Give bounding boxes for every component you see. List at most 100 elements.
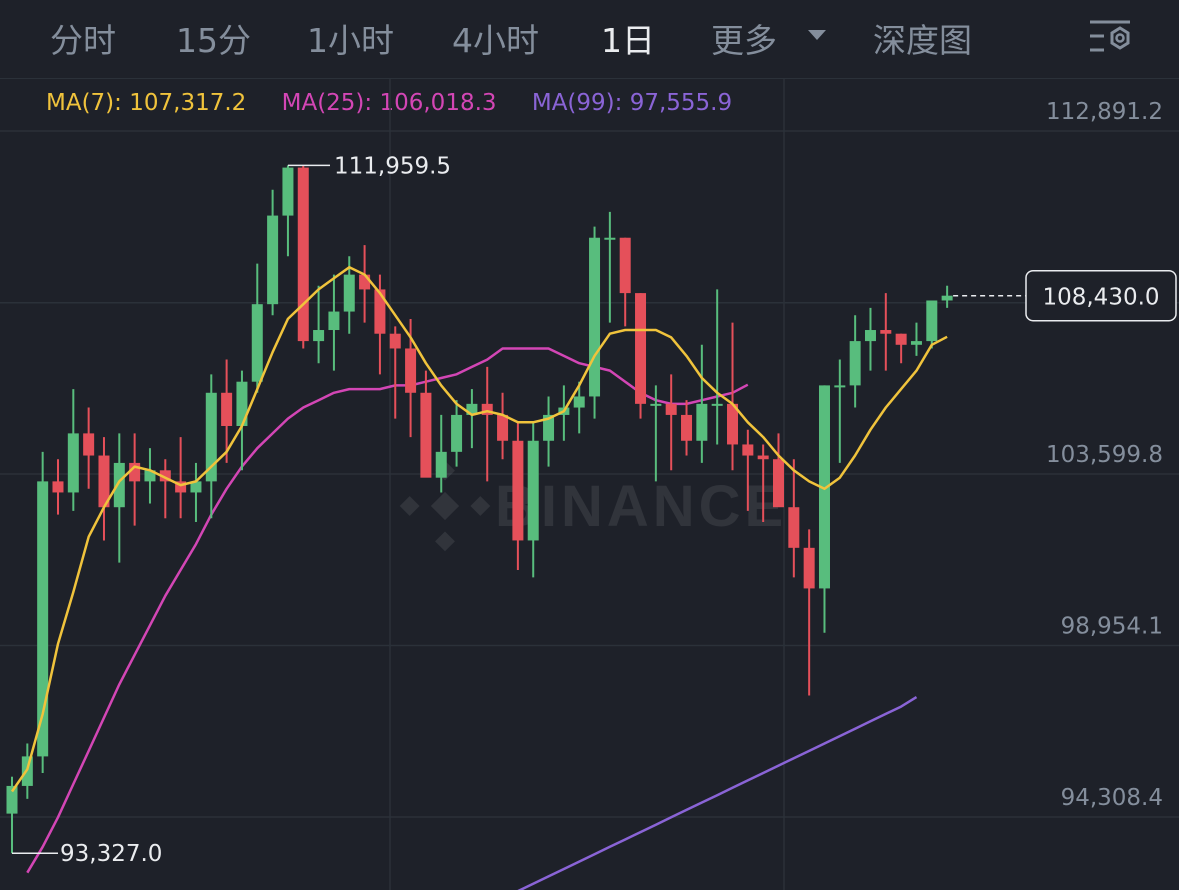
annotations: 111,959.5 93,327.0 108,430.0 — [12, 153, 1177, 867]
candle-body — [527, 440, 539, 541]
candle-body — [251, 304, 263, 382]
ma25-legend: MA(25): 106,018.3 — [282, 90, 497, 116]
tab-15m[interactable]: 15分 — [176, 21, 251, 60]
y-axis-tick-label: 98,954.1 — [1061, 614, 1163, 640]
ma99-label: MA(99): — [531, 90, 623, 116]
candle-body — [711, 403, 723, 406]
ma25-series — [26, 347, 749, 874]
candle-body — [190, 481, 202, 493]
tab-1h[interactable]: 1小时 — [307, 21, 394, 60]
candle-body — [37, 481, 49, 757]
last-price-label: 108,430.0 — [1042, 285, 1159, 311]
binance-watermark: BINANCE — [399, 460, 787, 552]
candle-body — [297, 167, 309, 342]
tab-more[interactable]: 更多 — [711, 21, 777, 60]
candle-body — [374, 289, 386, 334]
candle-body — [466, 403, 478, 415]
ma99-series — [517, 696, 918, 890]
candle-body — [742, 444, 754, 456]
watermark-text: BINANCE — [495, 474, 787, 539]
y-axis-tick-label: 103,599.8 — [1046, 442, 1163, 468]
candle-body — [52, 481, 64, 493]
candle-body — [144, 470, 156, 482]
ma99-legend: MA(99): 97,555.9 — [532, 90, 732, 116]
tab-1d[interactable]: 1日 — [601, 21, 655, 60]
candles — [6, 165, 953, 854]
ma7-value: 107,317.2 — [129, 90, 247, 116]
ma99-line — [517, 696, 918, 890]
candle-body — [205, 392, 217, 482]
candle-body — [389, 333, 401, 349]
candle-body — [420, 392, 432, 478]
candle-body — [818, 385, 830, 589]
candle-body — [159, 470, 171, 482]
candle-body — [221, 392, 233, 427]
candle-body — [788, 507, 800, 548]
candle-body — [451, 414, 463, 452]
last-price-badge — [1025, 269, 1177, 322]
ma7-legend: MA(7): 107,317.2 — [46, 90, 246, 116]
candle-body — [589, 237, 601, 397]
candle-body — [67, 433, 79, 493]
candle-body — [773, 459, 784, 508]
candle-body — [604, 237, 616, 240]
ma7-series — [10, 266, 948, 793]
candle-body — [696, 403, 708, 441]
candle-body — [880, 330, 892, 334]
candle-body — [129, 462, 141, 482]
ma-legend: MA(7): 107,317.2 MA(25): 106,018.3 MA(99… — [46, 90, 760, 116]
ma25-value: 106,018.3 — [379, 90, 497, 116]
high-price-label: 111,959.5 — [334, 153, 451, 179]
candle-body — [282, 167, 294, 216]
candle-body — [727, 403, 739, 445]
candle-body — [895, 333, 907, 345]
low-price-label: 93,327.0 — [60, 841, 162, 867]
chart-settings-icon[interactable] — [1086, 14, 1134, 58]
candle-body — [267, 215, 279, 305]
candle-body — [405, 348, 417, 393]
candle-body — [343, 274, 355, 312]
candle-body — [175, 481, 187, 493]
tab-divider — [0, 78, 1179, 79]
ma99-value: 97,555.9 — [629, 90, 733, 116]
candle-body — [926, 300, 938, 342]
candle-body — [681, 414, 693, 441]
tab-4h[interactable]: 4小时 — [452, 21, 539, 60]
ma7-line — [10, 266, 948, 793]
candle-body — [757, 455, 769, 460]
candle-body — [359, 274, 371, 290]
candle-body — [864, 330, 876, 342]
y-axis-tick-label: 112,891.2 — [1046, 99, 1163, 125]
candle-body — [941, 295, 953, 301]
candle-body — [635, 293, 647, 404]
candle-body — [573, 396, 585, 408]
ma25-line — [26, 347, 749, 874]
candle-body — [665, 403, 677, 415]
candle-body — [650, 403, 662, 406]
ma25-label: MA(25): — [281, 90, 373, 116]
tab-depth-chart[interactable]: 深度图 — [873, 21, 972, 60]
candle-body — [6, 785, 18, 814]
candle-body — [803, 547, 815, 589]
candle-body — [619, 237, 631, 294]
candle-body — [435, 451, 447, 478]
candle-body — [113, 462, 125, 508]
candle-body — [543, 414, 555, 441]
y-axis: 112,891.2 103,599.8 98,954.1 94,308.4 — [1046, 99, 1163, 811]
candle-body — [849, 341, 861, 386]
candle-body — [328, 311, 340, 331]
tab-time-sharing[interactable]: 分时 — [50, 21, 116, 60]
candle-body — [910, 341, 922, 345]
candle-body — [83, 433, 95, 456]
candle-body — [313, 330, 325, 342]
ma7-label: MA(7): — [46, 90, 122, 116]
candle-body — [236, 381, 248, 427]
chevron-down-icon[interactable] — [808, 30, 826, 40]
candle-body — [98, 455, 110, 508]
candle-body — [834, 385, 846, 388]
interval-tab-bar: 分时 15分 1小时 4小时 1日 更多 深度图 — [0, 0, 1179, 78]
candle-body — [512, 440, 524, 541]
candle-body — [481, 403, 493, 415]
candle-body — [497, 414, 509, 441]
